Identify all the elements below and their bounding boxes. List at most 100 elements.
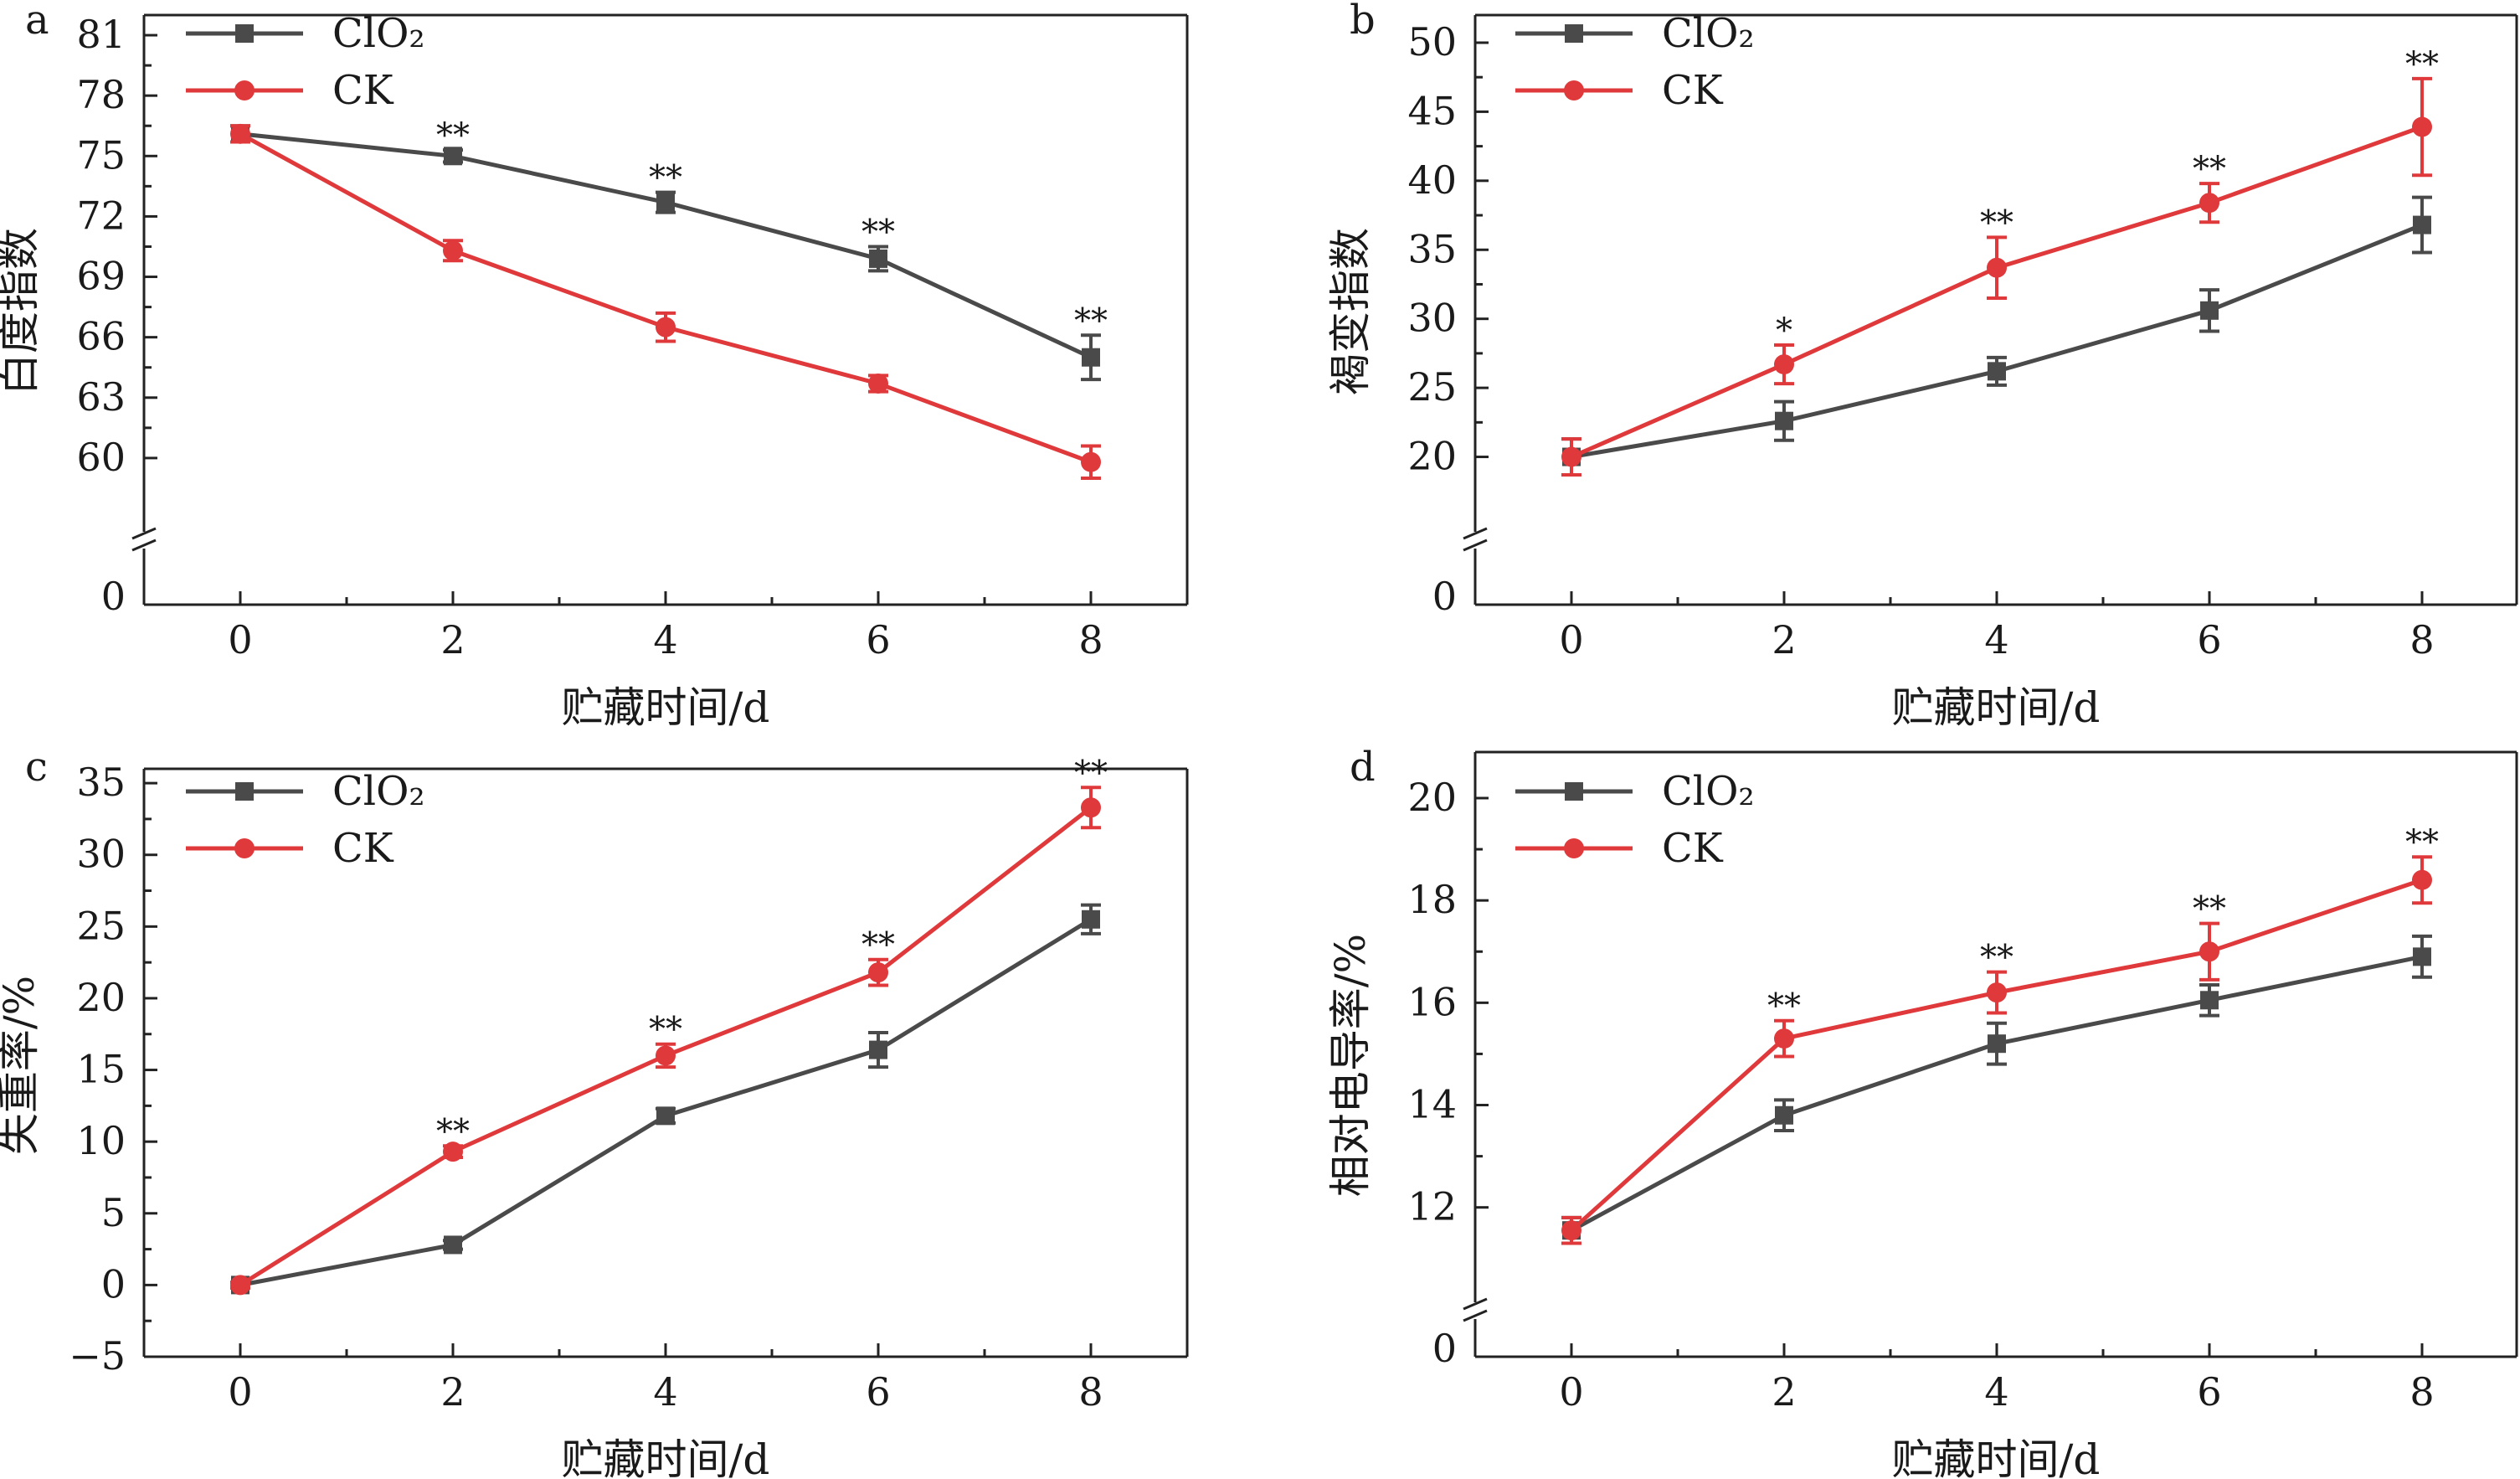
y-tick-label: 16 [1407, 979, 1457, 1024]
legend-marker [235, 782, 254, 801]
y-tick-label: 0 [101, 1261, 126, 1306]
axis-break-mark [131, 527, 157, 540]
x-tick-label: 0 [1559, 1369, 1583, 1415]
x-tick-label: 8 [2409, 617, 2434, 662]
legend: ClO₂ CK [1515, 768, 1755, 872]
significance-mark: ** [436, 1112, 470, 1151]
legend-label: ClO₂ [1662, 768, 1755, 815]
x-tick-label: 4 [653, 1369, 677, 1415]
data-point [1081, 451, 1101, 472]
data-point [868, 962, 888, 983]
y-axis-title: 失重率/% [0, 976, 44, 1155]
y-axis-title: 白度指数 [0, 228, 44, 395]
x-tick-label: 2 [1772, 617, 1796, 662]
significance-mark: ** [436, 116, 470, 155]
data-point [2412, 116, 2432, 137]
legend-marker [1564, 838, 1584, 858]
y-tick-label: 60 [76, 435, 126, 480]
series-line [239, 917, 1093, 1287]
significance-mark: ** [861, 926, 895, 965]
data-point [1987, 982, 2007, 1003]
y-tick-label: 78 [76, 72, 126, 117]
y-tick-label: 69 [76, 254, 126, 299]
axis-break-mark [1463, 539, 1488, 552]
x-tick-label: 6 [866, 1369, 890, 1415]
y-tick-label: 14 [1407, 1082, 1457, 1127]
data-point [656, 1045, 676, 1066]
data-point [443, 1141, 463, 1162]
y-tick-label: 18 [1407, 877, 1457, 922]
legend-label: CK [1662, 67, 1724, 114]
data-point [1561, 1220, 1581, 1241]
data-point [869, 249, 887, 268]
y-tick-label: 20 [1407, 775, 1457, 820]
significance-mark: ** [2405, 823, 2439, 862]
significance-mark: ** [2193, 150, 2226, 188]
x-tick-label: 6 [866, 617, 890, 662]
data-point [2413, 947, 2431, 966]
data-point [230, 123, 250, 144]
series-clo2 [230, 903, 1101, 1295]
legend-marker [234, 80, 255, 100]
chart-panel-c: −5 0 5 10 15 20 25 30 35 0 2 4 6 8 贮藏时间/d 失重率/% c ** ** ** *… [0, 744, 1189, 1479]
legend-marker [235, 24, 254, 43]
data-point [1988, 362, 2006, 381]
data-point [2413, 215, 2431, 234]
legend-label: CK [332, 825, 394, 872]
series-ck [230, 123, 1101, 480]
significance-mark: ** [1074, 754, 1108, 792]
series-ck [230, 786, 1101, 1296]
y-tick-label: 5 [101, 1190, 126, 1235]
significance-mark: ** [1980, 939, 2013, 977]
legend-label: ClO₂ [332, 768, 425, 815]
significance-mark: ** [1074, 301, 1108, 340]
legend: ClO₂ CK [186, 10, 425, 114]
data-point [656, 193, 675, 212]
data-point [656, 317, 676, 338]
data-point [1082, 348, 1100, 367]
y-tick-label: 30 [76, 832, 126, 877]
data-point [444, 1235, 462, 1255]
data-point [1774, 354, 1794, 375]
data-point [2200, 301, 2219, 320]
x-tick-label: 8 [2409, 1369, 2434, 1415]
data-point [444, 147, 462, 166]
y-axis-title: 相对电导率/% [1326, 934, 1375, 1197]
y-tick-label: 20 [76, 975, 126, 1020]
x-tick-label: 4 [653, 617, 677, 662]
x-axis-title: 贮藏时间/d [1892, 1435, 2101, 1479]
y-tick-label: 35 [76, 760, 126, 805]
y-axis-title: 褐变指数 [1326, 228, 1375, 395]
series-ck [1561, 855, 2432, 1245]
legend-marker [1564, 80, 1584, 100]
x-tick-label: 4 [1984, 617, 2008, 662]
data-point [1775, 1105, 1793, 1125]
legend-label: ClO₂ [1662, 10, 1755, 57]
data-point [1987, 257, 2007, 278]
legend: ClO₂ CK [1515, 10, 1755, 114]
legend-label: CK [332, 67, 394, 114]
y-tick-label: 20 [1407, 434, 1457, 479]
panel-letter: a [25, 0, 49, 44]
data-point [656, 1106, 675, 1126]
x-tick-label: 6 [2197, 1369, 2221, 1415]
y-tick-label: 0 [101, 574, 126, 619]
x-tick-label: 8 [1078, 617, 1103, 662]
significance-mark: ** [649, 1011, 682, 1049]
y-tick-label: 10 [76, 1118, 126, 1163]
chart-panel-a: 60 63 66 69 72 75 78 81 0 0 2 4 6 8 贮藏时间/d 白度指数 a ** ** ** *… [0, 0, 1189, 732]
significance-mark: ** [861, 213, 895, 251]
y-tick-label: 66 [76, 314, 126, 359]
series-ck [1561, 76, 2432, 477]
axis-break-mark [1463, 1297, 1488, 1311]
legend-marker [234, 838, 255, 858]
y-tick-label: 0 [1432, 574, 1457, 619]
x-tick-label: 0 [228, 617, 252, 662]
x-axis-title: 贮藏时间/d [562, 1435, 770, 1479]
x-tick-label: 6 [2197, 617, 2221, 662]
legend-marker [1565, 24, 1583, 43]
data-point [2199, 193, 2219, 214]
data-point [1082, 910, 1100, 929]
y-tick-label: 63 [76, 374, 126, 420]
